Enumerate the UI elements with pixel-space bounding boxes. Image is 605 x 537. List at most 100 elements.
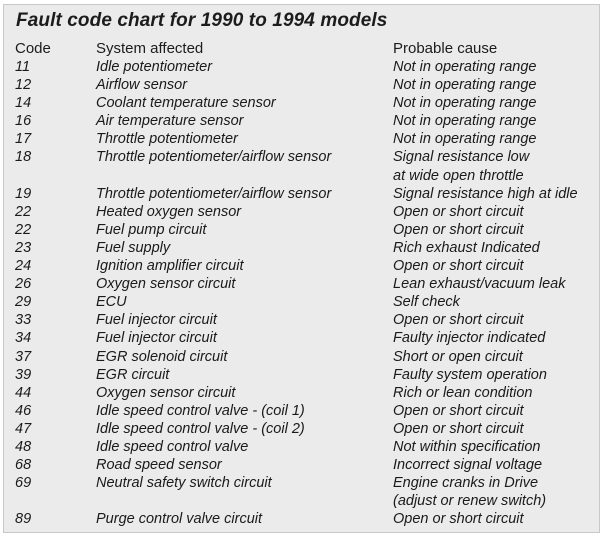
chart-title: Fault code chart for 1990 to 1994 models (16, 10, 388, 31)
fault-code: 16 (15, 113, 32, 130)
system-affected: ECU (96, 294, 127, 311)
table-row: 22 Heated oxygen sensor Open or short circ… (4, 203, 599, 221)
system-affected: Idle potentiometer (96, 59, 213, 75)
fault-code: 47 (15, 420, 32, 437)
table-row: 11 Idle potentiometer Not in operating ran… (4, 58, 599, 76)
fault-code: 22 (15, 221, 32, 238)
system-affected: Throttle potentiometer (96, 131, 238, 148)
probable-cause: Not in operating range (393, 77, 537, 94)
system-affected: Road speed sensor (96, 457, 222, 474)
probable-cause: Faulty injector indicated (393, 330, 546, 347)
table-row: 24 Ignition amplifier circuit Open or shor… (4, 257, 599, 275)
table-row: 23 Fuel supply Rich exhaust Indicated (4, 239, 599, 257)
probable-cause: Lean exhaust/vacuum leak (393, 276, 566, 293)
probable-cause: Open or short circuit (393, 402, 524, 419)
table-row: 22 Fuel pump circuit Open or short circuit (4, 221, 599, 239)
probable-cause: Signal resistance low at wide open throt… (393, 149, 530, 184)
probable-cause: Rich exhaust Indicated (393, 239, 540, 256)
probable-cause: Short or open circuit (393, 348, 523, 365)
system-affected: Throttle potentiometer/airflow sensor (96, 149, 332, 166)
table-row: 26 Oxygen sensor circuit Lean exhaust/vacu… (4, 275, 599, 293)
system-affected: Coolant temperature sensor (96, 95, 276, 112)
system-affected: Ignition amplifier circuit (96, 258, 244, 275)
system-affected: EGR circuit (96, 366, 170, 383)
fault-code: 39 (15, 366, 32, 383)
system-affected: Idle speed control valve - (coil 1) (96, 402, 305, 419)
fault-code: 29 (15, 294, 32, 311)
probable-cause: Rich or lean condition (393, 384, 533, 401)
table-row: 89 Purge control valve circuit Open or sho… (4, 510, 599, 528)
system-affected: Air temperature sensor (96, 113, 244, 130)
table-row: 12 Airflow sensor Not in operating range (4, 76, 599, 94)
system-affected: Oxygen sensor circuit (96, 384, 236, 401)
system-affected: Idle speed control valve (96, 438, 249, 455)
system-affected: Heated oxygen sensor (96, 203, 242, 220)
table-row: 46 Idle speed control valve - (coil 1) Ope… (4, 402, 599, 420)
system-affected: Fuel injector circuit (96, 330, 217, 347)
fault-code: 12 (15, 77, 32, 94)
table-row: 19 Throttle potentiometer/airflow sensor S… (4, 185, 599, 203)
probable-cause: Open or short circuit (393, 203, 524, 220)
fault-code: 22 (15, 203, 32, 220)
probable-cause: Incorrect signal voltage (393, 457, 543, 474)
table-row: 48 Idle speed control valve Not within spe… (4, 438, 599, 456)
probable-cause: Not in operating range (393, 113, 537, 130)
system-affected: Oxygen sensor circuit (96, 276, 236, 293)
table-row: 29 ECU Self check (4, 293, 599, 311)
system-affected: EGR solenoid circuit (96, 348, 228, 365)
fault-code-chart: Fault code chart for 1990 to 1994 models… (3, 4, 600, 533)
fault-code: 44 (15, 384, 32, 401)
table-row: 14 Coolant temperature sensor Not in opera… (4, 94, 599, 112)
fault-code-table: 11 Idle potentiometer Not in operating ran… (4, 58, 599, 528)
probable-cause: Signal resistance high at idle (393, 185, 578, 202)
system-affected: Purge control valve circuit (96, 511, 263, 528)
fault-code: 19 (15, 185, 32, 202)
probable-cause: Faulty system operation (393, 366, 547, 383)
fault-code: 14 (15, 95, 32, 112)
probable-cause: Open or short circuit (393, 258, 524, 275)
table-row: 68 Road speed sensor Incorrect signal volt… (4, 456, 599, 474)
table-row: 39 EGR circuit Faulty system operation (4, 366, 599, 384)
fault-code: 17 (15, 131, 32, 148)
table-row: 33 Fuel injector circuit Open or short cir… (4, 311, 599, 329)
fault-code: 18 (15, 149, 32, 166)
fault-code: 68 (15, 457, 32, 474)
probable-cause: Not in operating range (393, 131, 537, 148)
fault-code: 34 (15, 330, 32, 347)
probable-cause: Not in operating range (393, 59, 537, 75)
probable-cause: Open or short circuit (393, 312, 524, 329)
system-affected: Idle speed control valve - (coil 2) (96, 420, 305, 437)
probable-cause: Not in operating range (393, 95, 537, 112)
fault-code: 69 (15, 475, 32, 492)
fault-code: 24 (15, 258, 32, 275)
probable-cause: Open or short circuit (393, 221, 524, 238)
fault-code: 23 (15, 239, 32, 256)
fault-code: 46 (15, 402, 32, 419)
fault-code: 33 (15, 312, 32, 329)
header-code: Code (15, 40, 51, 57)
fault-code: 11 (15, 59, 31, 75)
header-cause: Probable cause (393, 40, 498, 57)
probable-cause: Engine cranks in Drive (adjust or renew … (393, 475, 547, 510)
table-row: 17 Throttle potentiometer Not in operating… (4, 130, 599, 148)
probable-cause: Not within specification (393, 438, 541, 455)
table-row: 37 EGR solenoid circuit Short or open circ… (4, 348, 599, 366)
fault-code: 37 (15, 348, 32, 365)
table-row: 18 Throttle potentiometer/airflow sensor S… (4, 148, 599, 184)
fault-code: 26 (15, 276, 32, 293)
fault-code: 89 (15, 511, 32, 528)
table-row: 16 Air temperature sensor Not in operating… (4, 112, 599, 130)
probable-cause: Open or short circuit (393, 511, 524, 528)
system-affected: Fuel pump circuit (96, 221, 207, 238)
system-affected: Neutral safety switch circuit (96, 475, 272, 492)
table-row: 69 Neutral safety switch circuit Engine cr… (4, 474, 599, 510)
fault-code: 48 (15, 438, 32, 455)
system-affected: Fuel supply (96, 239, 171, 256)
table-row: 34 Fuel injector circuit Faulty injector i… (4, 329, 599, 347)
table-row: 44 Oxygen sensor circuit Rich or lean cond… (4, 384, 599, 402)
table-row: 47 Idle speed control valve - (coil 2) Ope… (4, 420, 599, 438)
probable-cause: Open or short circuit (393, 420, 524, 437)
probable-cause: Self check (393, 294, 460, 311)
header-system: System affected (96, 40, 204, 57)
system-affected: Throttle potentiometer/airflow sensor (96, 185, 332, 202)
